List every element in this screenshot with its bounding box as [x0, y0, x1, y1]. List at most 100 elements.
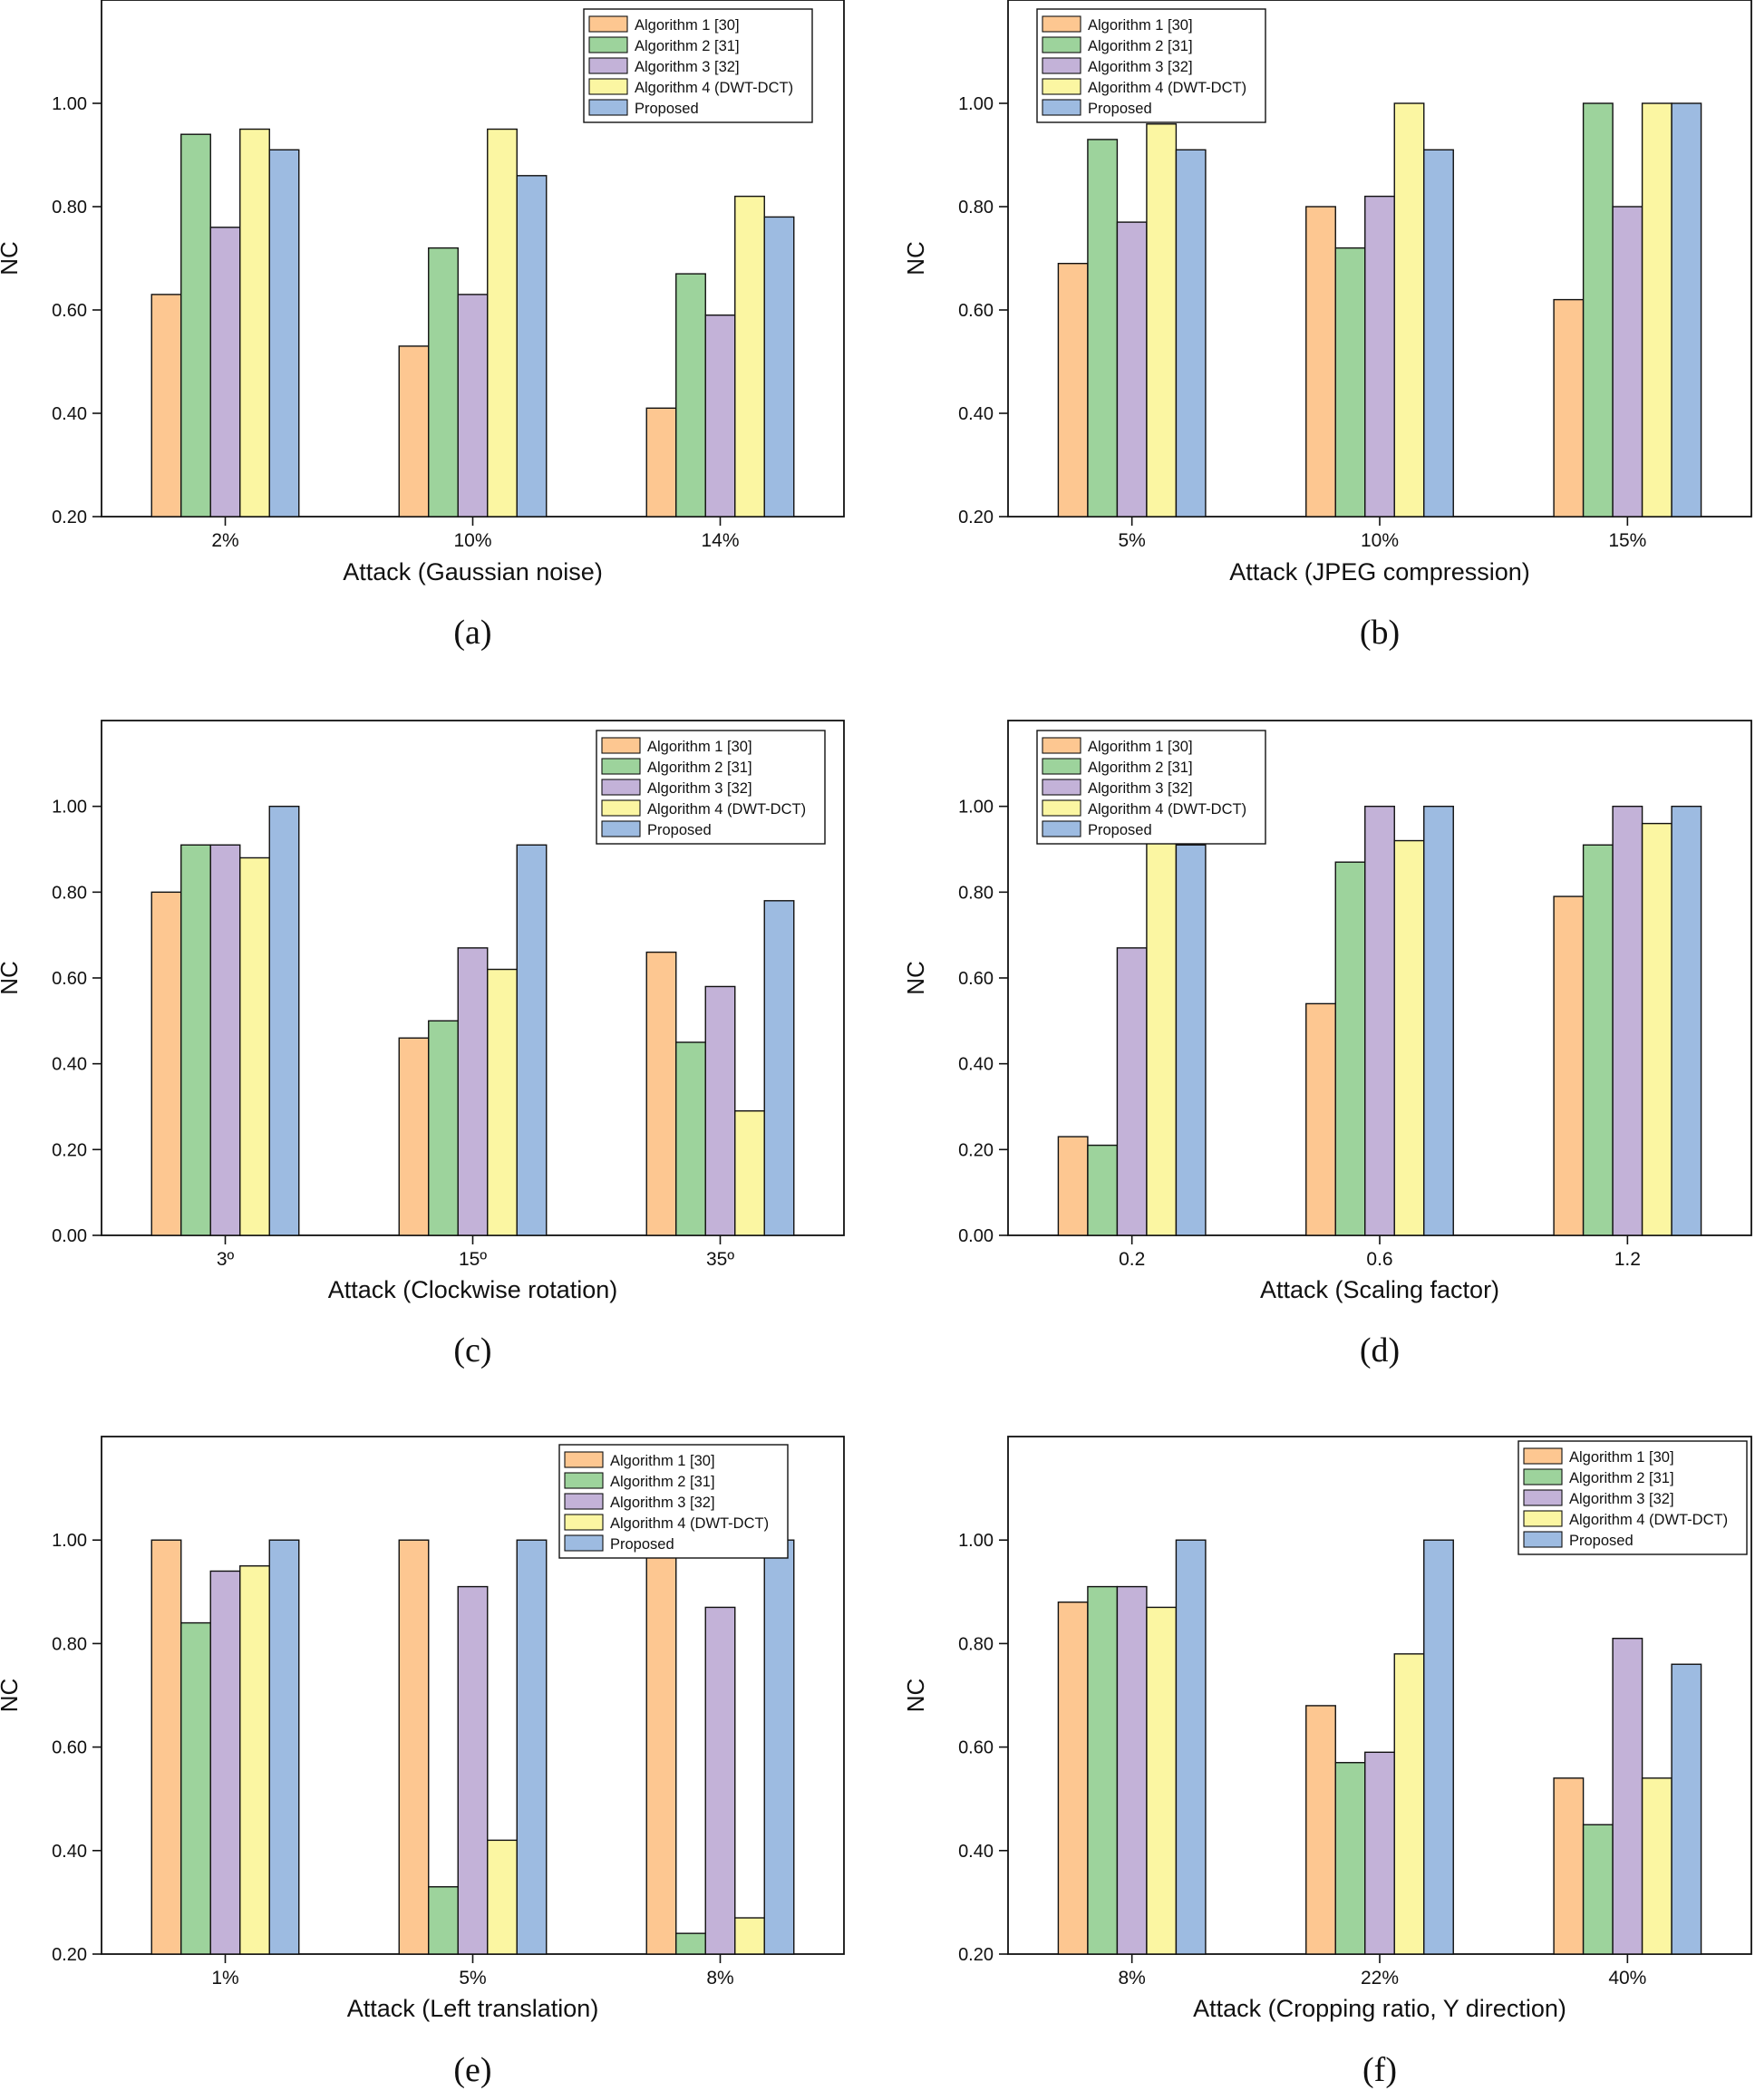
bar-3-cat-2	[457, 1585, 489, 1955]
bar-2-cat-2	[1334, 1762, 1366, 1955]
legend-swatch	[564, 1514, 604, 1531]
x-tick-label: 3º	[217, 1249, 235, 1270]
y-axis-label: NC	[0, 1679, 23, 1713]
bar-2-cat-3	[675, 1932, 706, 1955]
x-tick-label: 0.6	[1366, 1249, 1392, 1270]
y-axis-label: NC	[902, 241, 929, 276]
bar-2-cat-2	[428, 1020, 459, 1236]
y-tick-label: 0.80	[52, 883, 87, 903]
legend-label: Algorithm 4 (DWT-DCT)	[647, 801, 806, 818]
legend-swatch	[1523, 1447, 1563, 1465]
legend-swatch	[1042, 99, 1081, 116]
bar-3-cat-1	[209, 844, 241, 1236]
legend-label: Proposed	[1569, 1533, 1634, 1549]
legend-swatch	[564, 1472, 604, 1489]
legend: Algorithm 1 [30] Algorithm 2 [31] Algorith…	[583, 8, 813, 123]
bar-3-cat-1	[1116, 221, 1148, 518]
y-axis-label: NC	[0, 961, 23, 995]
y-tick-label: 0.60	[52, 969, 87, 989]
bar-5-cat-2	[516, 1539, 548, 1955]
bar-1-cat-1	[1057, 1136, 1089, 1236]
bar-5-cat-2	[1423, 1539, 1454, 1955]
legend-label: Algorithm 4 (DWT-DCT)	[1088, 80, 1246, 96]
bar-1-cat-2	[1305, 206, 1336, 518]
legend-label: Algorithm 3 [32]	[1569, 1491, 1674, 1507]
bar-1-cat-2	[1305, 1002, 1336, 1236]
bar-4-cat-1	[1146, 1606, 1178, 1955]
bar-5-cat-3	[763, 216, 795, 518]
legend-swatch	[1042, 820, 1081, 837]
legend-label: Algorithm 3 [32]	[635, 59, 740, 75]
x-axis-label: Attack (Scaling factor)	[1260, 1276, 1499, 1303]
legend-swatch	[1042, 36, 1081, 53]
panel-caption: (b)	[1360, 614, 1400, 652]
bar-2-cat-1	[1087, 1585, 1119, 1955]
chart-panel-5: 0.20 0.40 0.60 0.80 1.00 NC 1% 5% 8% Attack (Left…	[0, 1436, 845, 2089]
chart-panel-1: 0.20 0.40 0.60 0.80 1.00 NC 2% 10% 14% Attack (Ga…	[0, 0, 845, 652]
legend-swatch	[1523, 1468, 1563, 1485]
bar-2-cat-1	[180, 844, 211, 1236]
legend-label: Algorithm 3 [32]	[647, 780, 752, 797]
bar-2-cat-2	[1334, 861, 1366, 1236]
legend-label: Algorithm 2 [31]	[1569, 1470, 1674, 1486]
legend-label: Algorithm 2 [31]	[1088, 38, 1193, 54]
legend-swatch	[601, 799, 641, 817]
legend-swatch	[564, 1534, 604, 1552]
bar-2-cat-2	[428, 247, 459, 518]
y-tick-label: 0.20	[52, 1945, 87, 1965]
legend-swatch	[1042, 799, 1081, 817]
bar-2-cat-1	[180, 133, 211, 518]
bar-3-cat-1	[1116, 1585, 1148, 1955]
bar-3-cat-2	[457, 947, 489, 1236]
bar-5-cat-1	[268, 805, 300, 1236]
y-tick-label: 1.00	[52, 94, 87, 114]
chart-panel-3: 0.00 0.20 0.40 0.60 0.80 1.00 NC 3º 15º 35º Attack…	[0, 720, 845, 1369]
legend-label: Algorithm 3 [32]	[1088, 780, 1193, 797]
legend-label: Proposed	[610, 1536, 674, 1553]
legend-label: Algorithm 2 [31]	[1088, 760, 1193, 776]
y-tick-label: 0.40	[958, 1842, 994, 1862]
panel-caption: (f)	[1362, 2051, 1397, 2089]
legend-label: Proposed	[1088, 822, 1152, 838]
legend-swatch	[1523, 1510, 1563, 1527]
y-tick-label: 0.40	[52, 1842, 87, 1862]
bar-4-cat-1	[239, 1565, 270, 1955]
legend-label: Proposed	[1088, 101, 1152, 117]
y-tick-label: 1.00	[958, 1531, 994, 1551]
y-axis-label: NC	[902, 1679, 929, 1713]
panel-caption: (a)	[453, 614, 491, 652]
legend-swatch	[564, 1493, 604, 1510]
legend: Algorithm 1 [30] Algorithm 2 [31] Algorith…	[596, 730, 826, 845]
legend-label: Algorithm 1 [30]	[647, 739, 752, 755]
legend-label: Algorithm 3 [32]	[610, 1495, 715, 1511]
bar-2-cat-3	[675, 1041, 706, 1236]
y-tick-label: 0.00	[958, 1226, 994, 1246]
y-tick-label: 0.20	[958, 1140, 994, 1160]
bar-5-cat-2	[516, 175, 548, 518]
bar-3-cat-3	[1612, 1637, 1643, 1955]
bar-2-cat-3	[1582, 102, 1614, 518]
bar-3-cat-3	[1612, 805, 1643, 1236]
bar-1-cat-3	[645, 951, 677, 1236]
bar-2-cat-1	[180, 1621, 211, 1955]
bar-5-cat-2	[1423, 805, 1454, 1236]
bar-3-cat-2	[1364, 195, 1395, 518]
bar-4-cat-2	[487, 968, 518, 1236]
bar-1-cat-2	[398, 1037, 430, 1236]
bar-5-cat-1	[268, 1539, 300, 1955]
legend-label: Proposed	[647, 822, 712, 838]
legend-swatch	[601, 779, 641, 796]
y-tick-label: 0.60	[958, 301, 994, 321]
bar-4-cat-3	[1641, 102, 1673, 518]
legend-swatch	[1523, 1531, 1563, 1548]
bar-1-cat-1	[150, 891, 182, 1236]
bar-1-cat-3	[1553, 895, 1585, 1236]
bar-4-cat-2	[1393, 102, 1425, 518]
bar-3-cat-2	[1364, 805, 1395, 1236]
x-tick-label: 15%	[1608, 530, 1646, 551]
bar-2-cat-2	[1334, 247, 1366, 518]
y-tick-label: 1.00	[958, 94, 994, 114]
bar-5-cat-1	[1175, 149, 1207, 518]
legend-swatch	[588, 78, 628, 95]
